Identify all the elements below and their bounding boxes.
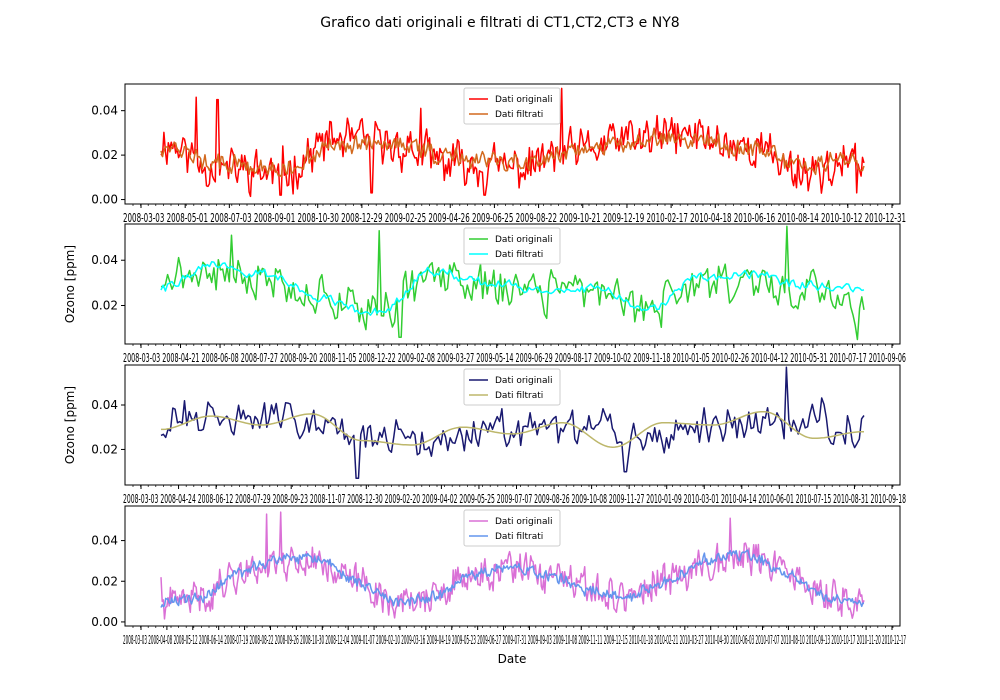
legend-entry: Dati originali — [495, 235, 552, 245]
legend-entry: Dati originali — [495, 517, 552, 527]
chart-panel-ct1: 0.00 0.02 0.04 2008-03-03 2008-05-01 2008-0… — [91, 83, 906, 225]
series-line-filtered — [161, 410, 864, 448]
x-tick-labels: 2008-03-03 2008-04-08 2008-05-12 2008-06… — [123, 633, 906, 647]
series-line-filtered — [160, 261, 865, 316]
legend-entry: Dati filtrati — [495, 250, 543, 260]
legend-entry: Dati filtrati — [495, 532, 543, 542]
y-tick-label: 0.02 — [91, 442, 118, 456]
series-line-filtered — [160, 549, 865, 608]
x-axis-label: Date — [498, 652, 527, 666]
chart-panel-ct3: 0.02 0.04 Ozono [ppm] 2008-03-03 2008-04-24… — [63, 364, 906, 506]
legend-entry: Dati originali — [495, 376, 552, 386]
chart-panel-ny8: 0.00 0.02 0.04 2008-03-03 2008-04-08 2008-0… — [91, 505, 906, 647]
y-tick-label: 0.00 — [91, 193, 118, 207]
legend-entry: Dati originali — [495, 95, 552, 105]
y-tick-label: 0.02 — [91, 299, 118, 313]
y-tick-label: 0.00 — [91, 615, 118, 629]
legend — [463, 368, 561, 406]
y-tick-label: 0.04 — [91, 253, 118, 267]
legend — [463, 227, 561, 265]
x-tick-labels: 2008-03-03 2008-05-01 2008-07-03 2008-09… — [123, 211, 906, 225]
y-axis-label: Ozono [ppm] — [63, 245, 77, 323]
legend — [463, 509, 561, 547]
y-tick-label: 0.02 — [91, 148, 118, 162]
series-line-filtered — [160, 128, 865, 178]
legend-entry: Dati filtrati — [495, 110, 543, 120]
y-axis-label: Ozono [ppm] — [63, 386, 77, 464]
figure-title: Grafico dati originali e filtrati di CT1… — [320, 15, 679, 31]
x-tick-labels: 2008-03-03 2008-04-21 2008-06-08 2008-07… — [123, 351, 906, 365]
y-tick-label: 0.04 — [91, 534, 118, 548]
series-line-original — [160, 225, 865, 341]
x-tick-labels: 2008-03-03 2008-04-24 2008-06-12 2008-07… — [123, 492, 906, 506]
legend-entry: Dati filtrati — [495, 391, 543, 401]
y-tick-label: 0.04 — [91, 398, 118, 412]
legend — [463, 87, 561, 125]
y-tick-label: 0.02 — [91, 574, 118, 588]
chart-panel-ct2: 0.02 0.04 Ozono [ppm] 2008-03-03 2008-04-21… — [63, 223, 906, 365]
y-tick-label: 0.04 — [91, 104, 118, 118]
